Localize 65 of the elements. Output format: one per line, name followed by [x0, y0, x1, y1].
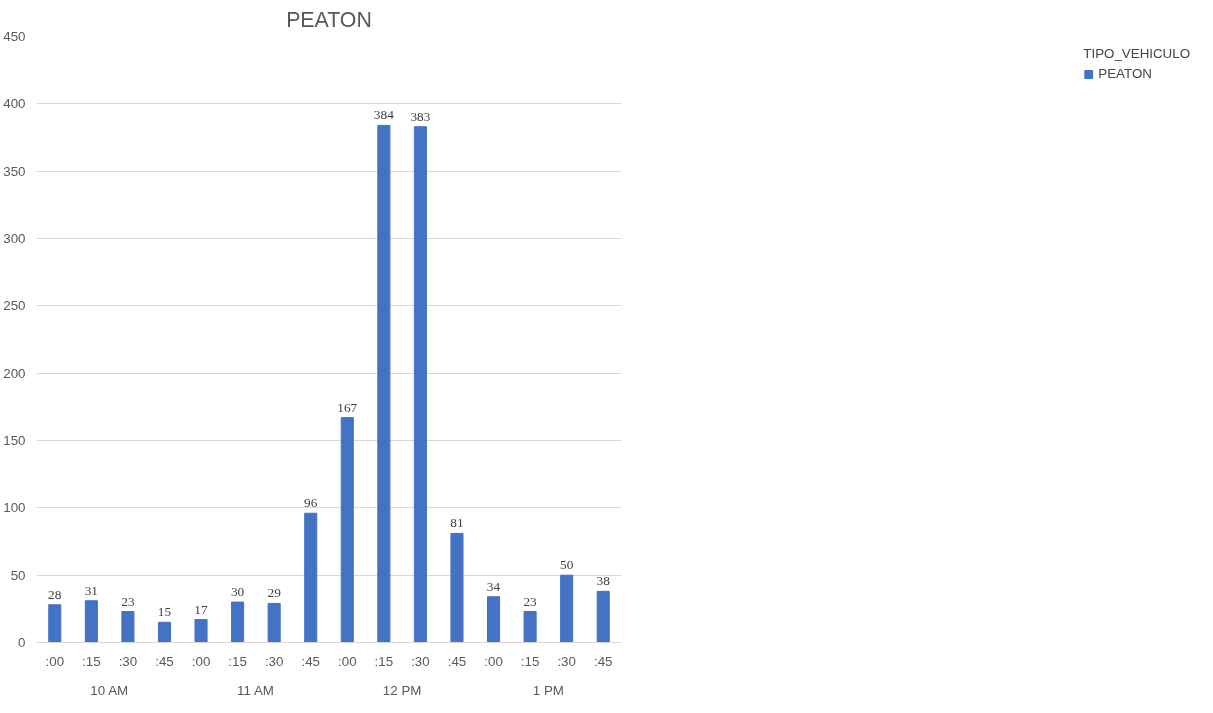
bar: [596, 590, 610, 643]
bar: [560, 574, 574, 643]
x-tick-label: :45: [447, 653, 467, 669]
y-tick-label: 400: [3, 96, 26, 112]
bar: [413, 126, 427, 643]
data-label: 384: [373, 107, 395, 123]
data-label: 30: [230, 584, 245, 600]
y-tick-label: 100: [3, 500, 26, 516]
x-tick-label: :00: [45, 653, 65, 669]
bar: [121, 611, 135, 643]
text: 10 AM: [90, 682, 129, 698]
bar: [487, 596, 501, 643]
bar: [157, 621, 171, 643]
x-tick-label: :15: [228, 653, 247, 669]
x-tick-label: :30: [264, 653, 284, 669]
data-label: 15: [157, 604, 172, 620]
data-label: 38: [596, 573, 611, 589]
x-tick-label: :45: [155, 653, 174, 669]
y-tick-label: 250: [3, 298, 26, 314]
y-tick-label: 300: [3, 231, 26, 246]
x-tick-label: :15: [520, 653, 540, 669]
legend-title: TIPO_VEHICULO: [1083, 46, 1190, 61]
text: 12 PM: [382, 682, 422, 698]
x-tick-label: :00: [338, 653, 357, 669]
bar: [450, 532, 464, 643]
data-label: 28: [48, 586, 62, 602]
x-tick-label: :30: [557, 653, 576, 669]
data-label: 50: [559, 557, 574, 573]
data-label: 34: [486, 578, 501, 594]
data-label: 167: [337, 399, 358, 415]
x-tick-label: :30: [411, 653, 430, 669]
text: 11 AM: [237, 682, 274, 698]
x-tick-label: :30: [118, 653, 138, 669]
x-tick-label: :45: [301, 653, 320, 669]
y-tick-label: 50: [10, 567, 26, 583]
data-label: 23: [121, 593, 135, 609]
bar: [267, 602, 281, 643]
x-tick-label: :00: [484, 653, 503, 669]
bar: [231, 601, 245, 643]
y-tick-label: 150: [3, 433, 26, 448]
y-tick-label: 0: [18, 635, 26, 650]
data-label: 81: [450, 515, 464, 531]
x-tick-label: :00: [191, 653, 211, 669]
x-tick-label: :45: [593, 653, 613, 669]
data-label: 383: [410, 108, 431, 124]
legend-label: PEATON: [1098, 66, 1152, 81]
data-label: 23: [523, 593, 538, 609]
text: 1 PM: [532, 682, 564, 698]
bar: [84, 600, 98, 643]
bar: [48, 604, 62, 643]
data-label: 17: [194, 601, 209, 617]
bar: [194, 619, 208, 643]
bar: [340, 417, 354, 643]
data-label: 31: [84, 582, 99, 598]
bar: [523, 611, 537, 643]
y-tick-label: 200: [3, 365, 26, 381]
data-label: 96: [304, 495, 318, 511]
x-tick-label: :15: [82, 653, 101, 669]
x-tick-label: :15: [374, 653, 394, 669]
y-tick-label: 450: [3, 29, 26, 44]
chart-title: PEATON: [286, 7, 372, 32]
bar: [377, 124, 391, 643]
y-tick-label: 350: [3, 163, 26, 179]
data-label: 29: [267, 585, 282, 601]
bar: [304, 512, 318, 643]
